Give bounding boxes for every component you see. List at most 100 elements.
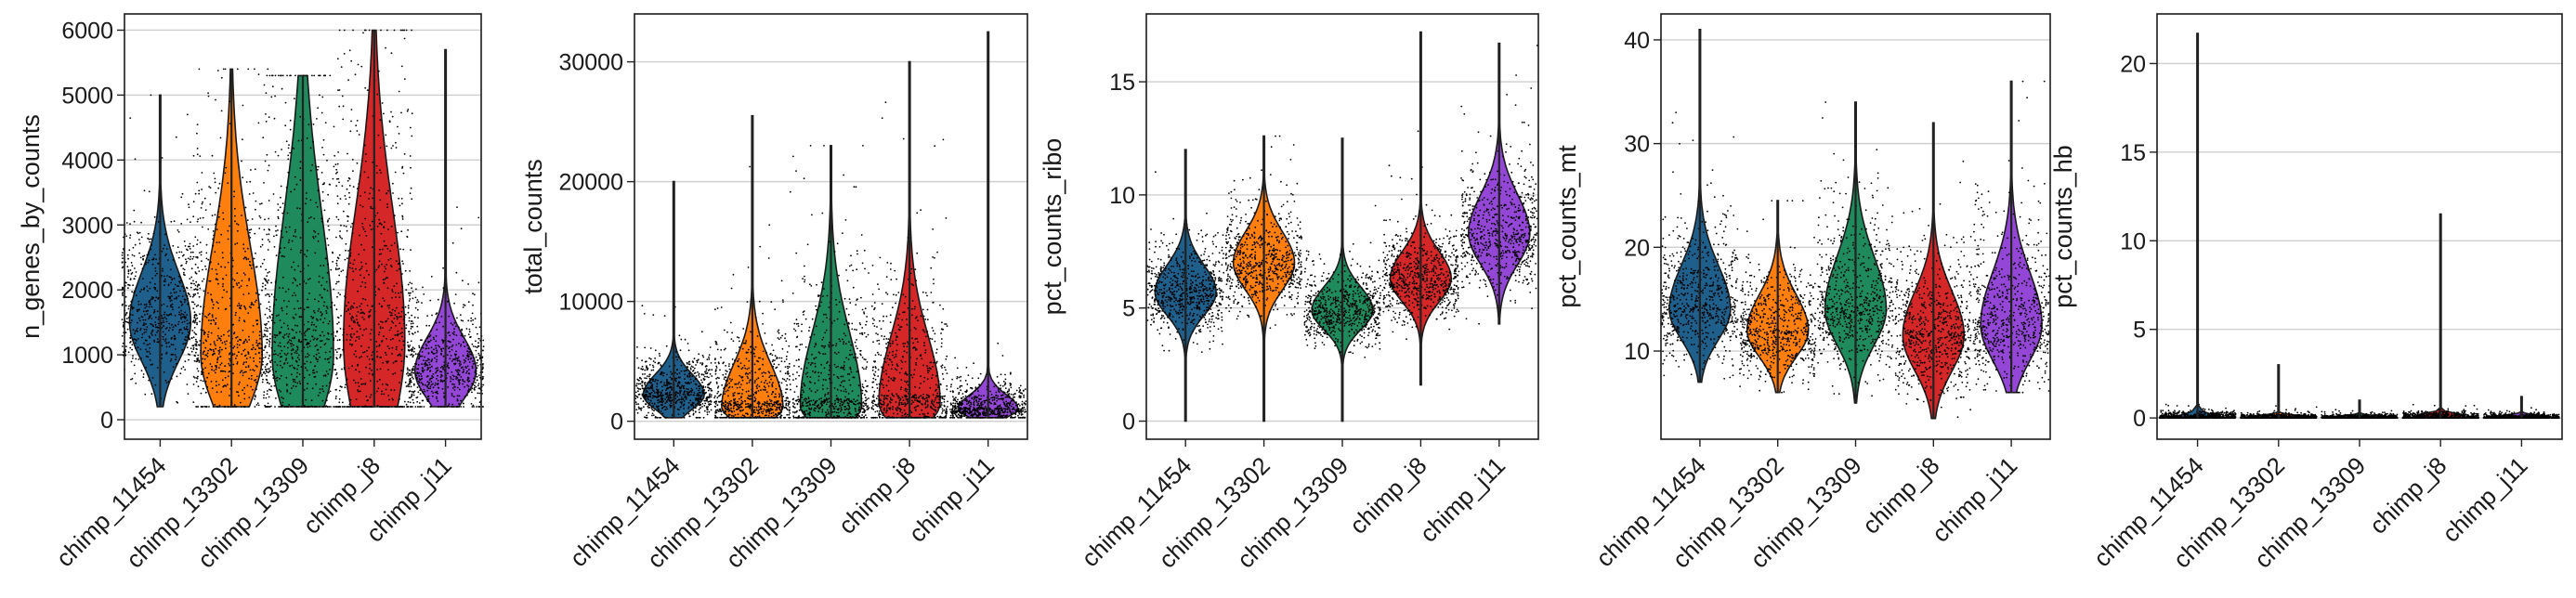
data-point [229,225,230,228]
data-point [476,379,478,382]
data-point [268,337,271,340]
data-point [431,314,433,317]
data-point [320,265,321,266]
data-point [768,402,771,405]
data-point [416,400,419,403]
data-point [315,165,318,168]
data-point [743,416,745,419]
data-point [699,407,701,410]
data-point [294,294,297,296]
data-point [361,311,364,314]
data-point [459,365,461,367]
data-point [169,295,172,298]
data-point [709,393,711,396]
data-point [156,341,159,344]
data-point [161,344,163,346]
data-point [142,318,145,321]
data-point [213,234,215,237]
data-point [357,321,360,324]
data-point [689,378,692,381]
data-point [409,377,412,380]
data-point [358,134,360,136]
data-point [337,347,339,350]
data-point [182,313,185,316]
data-point [277,217,280,220]
data-point [691,401,694,404]
data-point [316,344,318,346]
data-point [129,223,131,226]
data-point [683,403,686,406]
data-point [164,333,166,336]
data-point [167,329,170,332]
data-point [771,384,774,385]
data-point [458,395,461,397]
data-point [184,338,186,341]
data-point [361,316,364,318]
data-point [248,278,251,280]
data-point [131,254,134,256]
data-point [263,349,265,351]
data-point [398,197,400,200]
data-point [339,198,342,201]
data-point [785,355,788,358]
data-point [342,401,344,404]
data-point [265,396,268,399]
data-point [377,323,380,326]
data-point [265,378,268,381]
data-point [361,334,364,336]
data-point [167,259,169,261]
data-point [777,331,779,332]
data-point [318,352,320,355]
data-point [463,361,465,364]
data-point [235,358,237,359]
data-point [187,353,190,356]
data-point [787,405,790,407]
data-point [335,396,337,397]
data-point [281,149,282,150]
data-point [398,292,399,294]
data-point [216,241,218,243]
data-point [421,355,424,358]
data-point [267,390,268,392]
data-point [427,347,430,350]
data-point [462,355,464,357]
data-point [697,393,700,396]
data-point [455,271,458,274]
data-point [435,321,438,324]
data-point [211,154,214,157]
data-point [248,228,251,231]
data-point [780,360,783,362]
data-point [242,374,244,377]
data-point [462,306,464,308]
data-point [197,304,200,306]
data-point [163,370,165,373]
data-point [386,192,387,195]
data-point [214,181,216,184]
data-point [273,350,276,352]
data-point [325,312,328,315]
data-point [409,281,412,284]
data-point [221,379,224,382]
data-point [232,286,235,288]
data-point [265,268,268,271]
data-point [200,392,203,395]
data-point [390,52,393,55]
data-point [667,398,669,401]
data-point [210,322,213,325]
data-point [338,235,341,237]
data-point [316,370,318,373]
data-point [703,410,706,412]
data-point [468,369,470,370]
data-point [700,398,702,401]
data-point [286,391,289,393]
data-point [386,203,388,205]
data-point [165,320,168,323]
data-point [336,331,338,332]
data-point [279,342,281,344]
data-point [184,245,187,247]
data-point [293,277,295,280]
data-point [131,307,134,310]
data-point [255,292,257,294]
data-point [216,211,219,214]
data-point [316,406,318,408]
